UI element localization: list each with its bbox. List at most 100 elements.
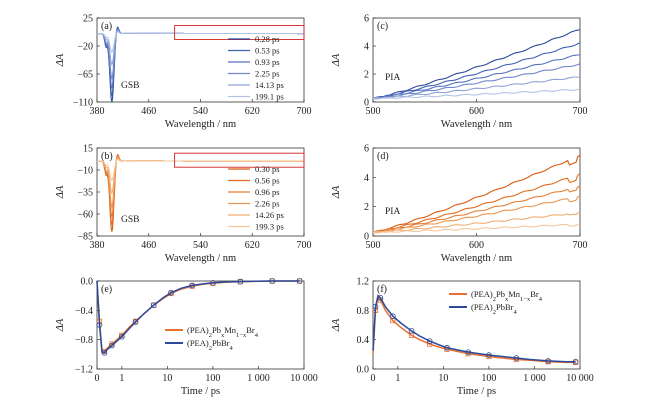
x-tick-label: 10 000 xyxy=(290,373,318,384)
panel-label: (b) xyxy=(101,151,113,162)
x-tick-label: 10 xyxy=(162,373,172,384)
legend-text-part: 1−x xyxy=(236,332,247,339)
data-point-circle xyxy=(408,328,415,334)
legend-text-part: (PEA) xyxy=(471,302,493,312)
x-tick-label: 460 xyxy=(141,240,156,251)
highlight-box xyxy=(174,152,305,168)
legend-text-part: Mn xyxy=(508,289,521,299)
panel-c: 0 2 4 6 500 600 700 Wavelength / nm ΔA (c) PIA xyxy=(331,14,588,131)
panel-label: (c) xyxy=(377,21,388,32)
x-tick-label: 460 xyxy=(141,106,156,117)
y-tick-label: 0.4 xyxy=(357,335,370,346)
y-axis-label: ΔA xyxy=(55,53,66,67)
legend-text-part: PbBr xyxy=(496,302,514,312)
legend-label: 2.26 ps xyxy=(255,199,280,209)
y-tick-label: 0.0 xyxy=(81,277,94,288)
y-tick-label: −1.2 xyxy=(75,365,93,376)
x-tick-label: 1 xyxy=(119,373,124,384)
y-tick-label: 0 xyxy=(364,232,369,243)
y-tick-label: 0.8 xyxy=(357,306,370,317)
legend-label: (PEA)2PbBr4 xyxy=(187,338,233,352)
data-point-circle xyxy=(390,313,396,320)
legend-label: 0.93 ps xyxy=(255,57,280,67)
x-axis-label: Time / ps xyxy=(457,386,496,397)
x-tick-label: 1 xyxy=(395,373,400,384)
panel-e: 0.0 −0.4 −0.8 −1.20 1 10 100 1 000 10 000 Time / … xyxy=(55,277,318,398)
legend-text-part: (PEA) xyxy=(187,325,209,335)
panel-label: (d) xyxy=(377,151,389,162)
series-line-4 xyxy=(372,63,581,100)
legend-label: (PEA)2PbxMn1−xBr4 xyxy=(471,289,543,303)
x-tick-label: 100 xyxy=(481,373,496,384)
legend-text-part: 2 xyxy=(493,296,496,303)
x-tick-label: 620 xyxy=(245,106,260,117)
x-tick-label: 1 000 xyxy=(247,373,270,384)
y-tick-label: 4 xyxy=(364,173,369,184)
data-point-circle xyxy=(109,342,115,349)
fit-line-1 xyxy=(372,294,576,364)
series-line-6 xyxy=(372,223,581,234)
gsb-annotation: GSB xyxy=(121,215,139,225)
x-axis-label: Wavelength / nm xyxy=(165,119,236,130)
legend-text-part: 4 xyxy=(255,332,259,339)
x-tick-label: 1 000 xyxy=(523,373,546,384)
plot-frame xyxy=(372,280,581,370)
x-tick-label: 620 xyxy=(245,240,260,251)
x-tick-label: 0 xyxy=(95,373,100,384)
legend-label: 0.53 ps xyxy=(255,46,280,56)
legend-label: 14.13 ps xyxy=(255,80,284,90)
legend-text-part: (PEA) xyxy=(187,338,209,348)
y-tick-label: −10 xyxy=(77,166,93,177)
legend-label: (PEA)2PbBr4 xyxy=(471,302,517,316)
y-tick-label: 0.0 xyxy=(357,365,370,376)
series-line-4 xyxy=(372,195,581,234)
x-axis-label: Wavelength / nm xyxy=(165,253,236,264)
y-tick-label: 0 xyxy=(364,98,369,109)
panel-label: (f) xyxy=(377,284,387,295)
y-axis-label: ΔA xyxy=(55,318,66,332)
y-tick-label: −85 xyxy=(77,232,93,243)
legend-text-part: 2 xyxy=(209,332,212,339)
series-line-6 xyxy=(372,88,581,100)
x-tick-label: 100 xyxy=(205,373,220,384)
legend-text-part: Pb xyxy=(212,325,221,335)
plot-frame xyxy=(372,17,581,103)
x-tick-label: 10 000 xyxy=(566,373,594,384)
panel-d: 0 2 4 6 500 600 700 Wavelength / nm ΔA (d) PIA xyxy=(331,144,588,265)
legend-text-part: 4 xyxy=(539,296,543,303)
legend-label: 0.56 ps xyxy=(255,176,280,186)
legend-label: 0.30 ps xyxy=(255,164,280,174)
legend-label: (PEA)2PbxMn1−xBr4 xyxy=(187,325,259,339)
series-line-6 xyxy=(97,31,304,54)
x-tick-label: 540 xyxy=(193,106,208,117)
legend-label: 2.25 ps xyxy=(255,69,280,79)
legend-text-part: Br xyxy=(246,325,255,335)
legend-text-part: 1−x xyxy=(520,296,531,303)
x-tick-label: 500 xyxy=(366,106,381,117)
data-point-circle xyxy=(168,289,174,296)
legend-text-part: x xyxy=(221,332,225,339)
fit-line-2 xyxy=(372,294,576,363)
x-tick-label: 600 xyxy=(469,240,484,251)
legend-text-part: Pb xyxy=(496,289,505,299)
data-point-circle xyxy=(132,319,139,325)
pia-annotation: PIA xyxy=(385,207,400,217)
legend-label: 199.1 ps xyxy=(255,92,284,102)
y-tick-label: −110 xyxy=(73,98,93,109)
y-tick-label: 6 xyxy=(364,14,369,25)
y-axis-label: ΔA xyxy=(331,318,342,332)
y-axis-label: ΔA xyxy=(55,185,66,199)
y-tick-label: 4 xyxy=(364,42,369,53)
x-tick-label: 600 xyxy=(469,106,484,117)
x-axis-label: Time / ps xyxy=(181,386,220,397)
legend-text-part: x xyxy=(505,296,509,303)
y-tick-label: 1.2 xyxy=(357,277,370,288)
x-tick-label: 700 xyxy=(297,240,312,251)
legend-text-part: (PEA) xyxy=(471,289,493,299)
x-tick-label: 0 xyxy=(371,373,376,384)
y-tick-label: −65 xyxy=(77,70,93,81)
y-tick-label: 2 xyxy=(364,202,369,213)
